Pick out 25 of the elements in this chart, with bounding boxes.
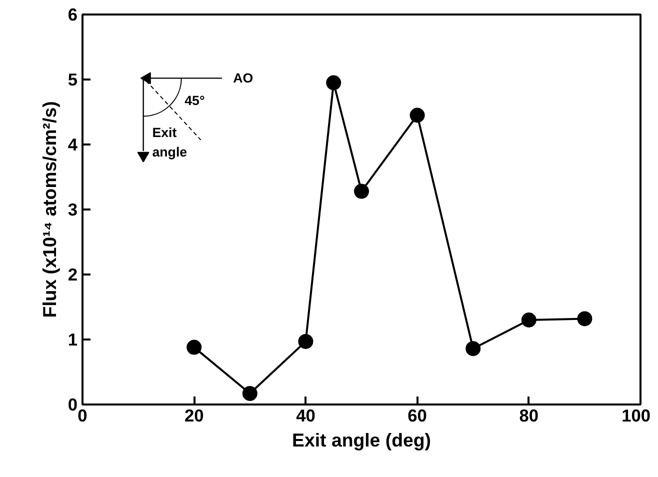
x-tick-label: 100 xyxy=(622,406,651,426)
x-tick-label: 20 xyxy=(184,406,204,426)
y-tick-label: 5 xyxy=(68,70,78,90)
point xyxy=(410,108,425,123)
x-axis-title: Exit angle (deg) xyxy=(292,430,431,450)
annotation: Exit angle xyxy=(152,125,188,160)
annotation: AO xyxy=(233,70,254,86)
y-tick-label: 4 xyxy=(68,134,78,154)
y-axis-title: Flux (x10¹⁴ atoms/cm²/s) xyxy=(38,101,60,318)
x-tick-label: 40 xyxy=(296,406,316,426)
y-tick-label: 3 xyxy=(68,200,78,220)
point xyxy=(354,184,369,199)
y-tick-label: 2 xyxy=(68,264,78,284)
point xyxy=(242,386,258,401)
annotation: 45° xyxy=(184,92,205,108)
y-tick-label: 6 xyxy=(68,4,78,24)
point xyxy=(186,340,202,355)
y-tick-label: 1 xyxy=(68,330,78,350)
x-tick-label: 80 xyxy=(519,406,539,426)
point xyxy=(298,334,314,349)
point xyxy=(326,75,342,90)
x-tick-label: 60 xyxy=(408,406,427,426)
point xyxy=(466,341,481,356)
point xyxy=(521,312,536,328)
point xyxy=(577,311,592,326)
